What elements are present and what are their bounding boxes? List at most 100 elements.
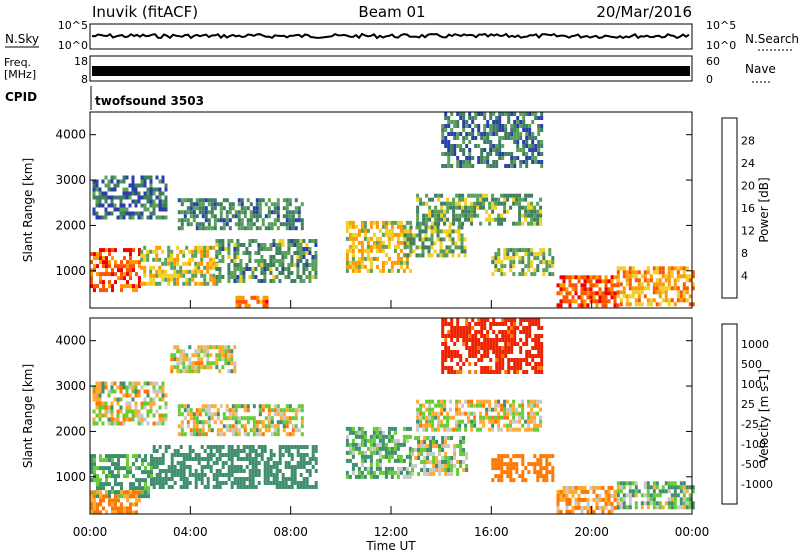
data-cell <box>357 446 361 451</box>
data-cell <box>248 259 252 263</box>
data-cell <box>288 408 292 413</box>
data-cell <box>399 442 403 447</box>
data-cell <box>393 232 397 237</box>
data-cell <box>545 470 549 475</box>
data-cell <box>512 193 516 198</box>
data-cell <box>278 485 282 489</box>
data-cell <box>224 247 228 251</box>
data-cell <box>503 252 507 257</box>
data-cell <box>269 259 273 263</box>
data-cell <box>308 461 312 465</box>
data-cell <box>462 440 466 444</box>
data-cell <box>363 454 367 459</box>
data-cell <box>439 229 443 234</box>
data-cell <box>122 385 126 390</box>
data-cell <box>158 265 162 270</box>
data-cell <box>434 217 438 222</box>
data-cell <box>408 228 412 233</box>
data-cell <box>443 213 447 218</box>
data-cell <box>113 203 117 208</box>
data-cell <box>360 252 364 257</box>
data-cell <box>500 407 504 412</box>
data-cell <box>522 160 526 164</box>
data-cell <box>518 427 522 432</box>
data-cell <box>424 229 428 234</box>
data-cell <box>491 205 495 210</box>
data-cell <box>471 334 475 338</box>
data-cell <box>357 430 361 435</box>
data-cell <box>396 232 400 237</box>
data-cell <box>504 132 508 136</box>
data-cell <box>242 449 246 453</box>
data-cell <box>123 272 126 277</box>
data-cell <box>227 267 231 271</box>
data-cell <box>222 222 226 227</box>
data-cell <box>351 426 355 431</box>
data-cell <box>468 370 472 374</box>
y-tick-label: 2000 <box>55 218 86 232</box>
data-cell <box>500 454 504 459</box>
data-cell <box>105 454 108 459</box>
data-cell <box>551 272 555 277</box>
data-cell <box>616 294 620 299</box>
data-cell <box>282 206 286 211</box>
data-cell <box>437 209 441 214</box>
data-cell <box>497 201 501 206</box>
freq-tick-bottom: 8 <box>81 73 88 86</box>
data-cell <box>512 419 516 424</box>
data-cell <box>144 454 147 459</box>
data-cell <box>152 191 156 196</box>
data-cell <box>186 412 190 417</box>
data-cell <box>129 260 132 265</box>
data-cell <box>194 361 198 366</box>
data-cell <box>281 255 285 259</box>
data-cell <box>348 426 352 431</box>
data-cell <box>93 462 96 467</box>
data-cell <box>218 481 222 485</box>
data-cell <box>287 251 291 255</box>
data-cell <box>200 253 204 258</box>
data-cell <box>531 160 535 164</box>
data-cell <box>215 485 219 489</box>
data-cell <box>664 286 668 291</box>
data-cell <box>384 244 388 249</box>
data-cell <box>574 275 578 280</box>
data-cell <box>129 490 132 495</box>
data-cell <box>90 280 93 285</box>
data-cell <box>476 403 480 408</box>
data-cell <box>533 411 537 416</box>
data-cell <box>290 239 294 243</box>
data-cell <box>185 485 189 489</box>
data-cell <box>255 432 259 437</box>
data-cell <box>129 248 132 253</box>
data-cell <box>503 209 507 214</box>
data-cell <box>276 206 280 211</box>
data-cell <box>90 260 93 265</box>
data-cell <box>360 256 364 261</box>
data-cell <box>390 470 394 475</box>
data-cell <box>664 298 668 303</box>
data-cell <box>519 132 523 136</box>
data-cell <box>244 303 248 308</box>
data-cell <box>468 132 472 136</box>
data-cell <box>486 334 490 338</box>
data-cell <box>173 273 177 278</box>
data-cell <box>525 350 529 354</box>
data-cell <box>460 225 464 230</box>
data-cell <box>140 265 144 270</box>
data-cell <box>536 256 540 261</box>
data-cell <box>375 474 379 479</box>
data-cell <box>281 251 285 255</box>
data-cell <box>276 214 280 219</box>
data-cell <box>497 454 501 459</box>
data-cell <box>461 411 465 416</box>
data-cell <box>433 241 437 246</box>
data-cell <box>450 128 454 132</box>
data-cell <box>125 385 129 390</box>
data-cell <box>227 345 231 350</box>
data-cell <box>158 477 162 481</box>
data-cell <box>155 257 159 262</box>
data-cell <box>345 268 349 273</box>
data-cell <box>441 128 445 132</box>
data-cell <box>507 136 511 140</box>
